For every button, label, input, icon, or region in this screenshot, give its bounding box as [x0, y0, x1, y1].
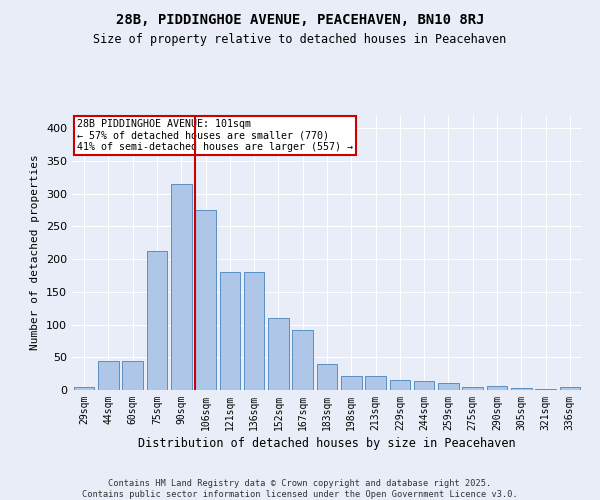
Bar	[195, 210, 216, 390]
Bar	[317, 364, 337, 390]
Bar	[535, 388, 556, 390]
Bar	[122, 361, 143, 390]
Bar	[341, 376, 362, 390]
Bar	[487, 386, 508, 390]
Bar	[98, 361, 119, 390]
Y-axis label: Number of detached properties: Number of detached properties	[31, 154, 40, 350]
Text: Contains HM Land Registry data © Crown copyright and database right 2025.: Contains HM Land Registry data © Crown c…	[109, 478, 491, 488]
X-axis label: Distribution of detached houses by size in Peacehaven: Distribution of detached houses by size …	[138, 437, 516, 450]
Bar	[511, 388, 532, 390]
Text: Size of property relative to detached houses in Peacehaven: Size of property relative to detached ho…	[94, 32, 506, 46]
Bar	[146, 251, 167, 390]
Bar	[560, 388, 580, 390]
Bar	[389, 380, 410, 390]
Text: Contains public sector information licensed under the Open Government Licence v3: Contains public sector information licen…	[82, 490, 518, 499]
Text: 28B, PIDDINGHOE AVENUE, PEACEHAVEN, BN10 8RJ: 28B, PIDDINGHOE AVENUE, PEACEHAVEN, BN10…	[116, 12, 484, 26]
Text: 28B PIDDINGHOE AVENUE: 101sqm
← 57% of detached houses are smaller (770)
41% of : 28B PIDDINGHOE AVENUE: 101sqm ← 57% of d…	[77, 119, 353, 152]
Bar	[438, 384, 459, 390]
Bar	[463, 386, 483, 390]
Bar	[365, 376, 386, 390]
Bar	[268, 318, 289, 390]
Bar	[74, 386, 94, 390]
Bar	[220, 272, 240, 390]
Bar	[414, 382, 434, 390]
Bar	[292, 330, 313, 390]
Bar	[244, 272, 265, 390]
Bar	[171, 184, 191, 390]
